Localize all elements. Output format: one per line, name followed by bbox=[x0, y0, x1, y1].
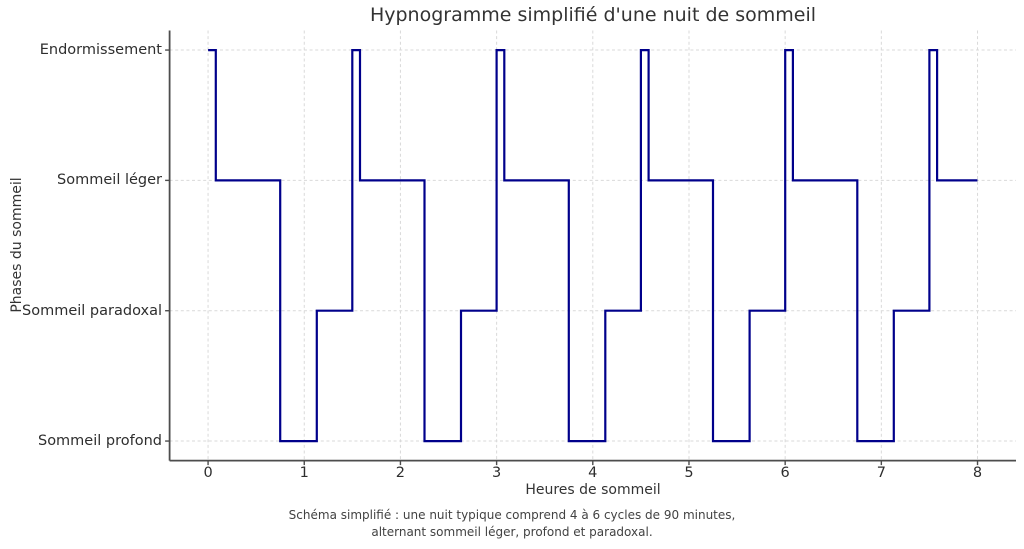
caption-line-2: alternant sommeil léger, profond et para… bbox=[371, 525, 653, 539]
y-tick-label: Endormissement bbox=[39, 42, 162, 59]
y-tick-label: Sommeil profond bbox=[37, 433, 162, 450]
x-tick-label: 8 bbox=[972, 465, 983, 481]
x-tick-label: 7 bbox=[876, 465, 886, 481]
x-tick-label: 2 bbox=[395, 465, 406, 481]
x-axis-label: Heures de sommeil bbox=[525, 482, 661, 498]
y-tick-label: Sommeil paradoxal bbox=[22, 302, 162, 319]
chart-title: Hypnogramme simplifié d'une nuit de somm… bbox=[369, 4, 817, 26]
y-tick-label: Sommeil léger bbox=[57, 172, 162, 189]
x-tick-label: 6 bbox=[780, 465, 790, 481]
x-tick-label: 3 bbox=[491, 465, 502, 481]
x-tick-label: 0 bbox=[203, 465, 213, 481]
x-tick-label: 5 bbox=[684, 465, 694, 481]
caption-line-1: Schéma simplifié : une nuit typique comp… bbox=[288, 508, 736, 522]
x-tick-label: 4 bbox=[588, 465, 598, 481]
x-tick-label: 1 bbox=[299, 465, 309, 481]
caption: Schéma simplifié : une nuit typique comp… bbox=[0, 507, 1024, 541]
sleep-stage-step-line bbox=[208, 48, 978, 443]
